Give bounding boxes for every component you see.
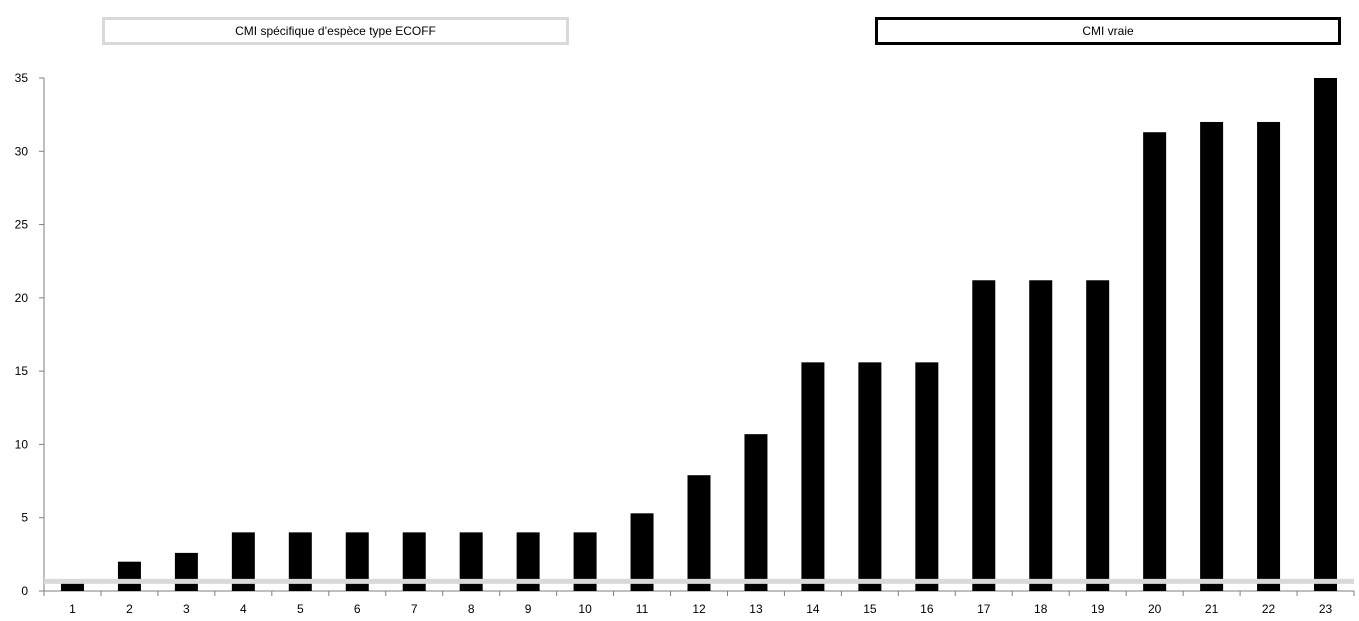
y-tick-label: 25	[15, 218, 29, 232]
y-tick-label: 15	[15, 364, 29, 378]
bar	[915, 362, 939, 591]
x-tick-label: 3	[183, 602, 190, 616]
bar	[1314, 78, 1338, 591]
legend-cmi-vraie: CMI vraie	[875, 17, 1341, 45]
bar	[174, 552, 198, 591]
bar	[801, 362, 825, 591]
x-tick-label: 21	[1205, 602, 1219, 616]
y-tick-label: 30	[15, 144, 29, 158]
y-tick-label: 5	[21, 511, 28, 525]
bar	[1143, 132, 1167, 591]
bar	[687, 475, 711, 591]
bar	[1257, 121, 1281, 591]
x-tick-label: 1	[69, 602, 76, 616]
x-tick-label: 22	[1262, 602, 1276, 616]
x-tick-label: 12	[692, 602, 706, 616]
x-tick-label: 8	[468, 602, 475, 616]
bar	[288, 532, 312, 591]
x-tick-label: 10	[578, 602, 592, 616]
x-tick-label: 2	[126, 602, 133, 616]
x-tick-label: 7	[411, 602, 418, 616]
y-tick-label: 35	[15, 71, 29, 85]
bar	[972, 280, 996, 591]
bar	[573, 532, 597, 591]
x-tick-label: 13	[749, 602, 763, 616]
x-tick-label: 4	[240, 602, 247, 616]
y-tick-label: 10	[15, 437, 29, 451]
x-tick-label: 5	[297, 602, 304, 616]
bar	[117, 561, 141, 591]
x-tick-label: 6	[354, 602, 361, 616]
bar	[60, 580, 84, 591]
y-tick-label: 0	[21, 584, 28, 598]
bar	[231, 532, 255, 591]
bar	[516, 532, 540, 591]
bar	[858, 362, 882, 591]
x-tick-label: 19	[1091, 602, 1105, 616]
bar	[402, 532, 426, 591]
x-tick-label: 20	[1148, 602, 1162, 616]
bar	[1200, 121, 1224, 591]
legend-ecoff-label: CMI spécifique d’espèce type ECOFF	[235, 24, 436, 38]
bar	[459, 532, 483, 591]
x-tick-label: 14	[806, 602, 820, 616]
x-tick-label: 17	[977, 602, 991, 616]
x-tick-label: 23	[1319, 602, 1333, 616]
bar	[1029, 280, 1053, 591]
bar	[1086, 280, 1110, 591]
legend-cmi-vraie-label: CMI vraie	[1082, 24, 1134, 38]
x-tick-label: 11	[636, 602, 649, 616]
bar	[630, 513, 654, 591]
x-tick-label: 16	[920, 602, 934, 616]
bar	[345, 532, 369, 591]
x-tick-label: 9	[525, 602, 532, 616]
bar	[744, 434, 768, 591]
x-tick-label: 15	[863, 602, 877, 616]
legend-ecoff: CMI spécifique d’espèce type ECOFF	[102, 17, 569, 45]
y-tick-label: 20	[15, 291, 29, 305]
x-tick-label: 18	[1034, 602, 1048, 616]
